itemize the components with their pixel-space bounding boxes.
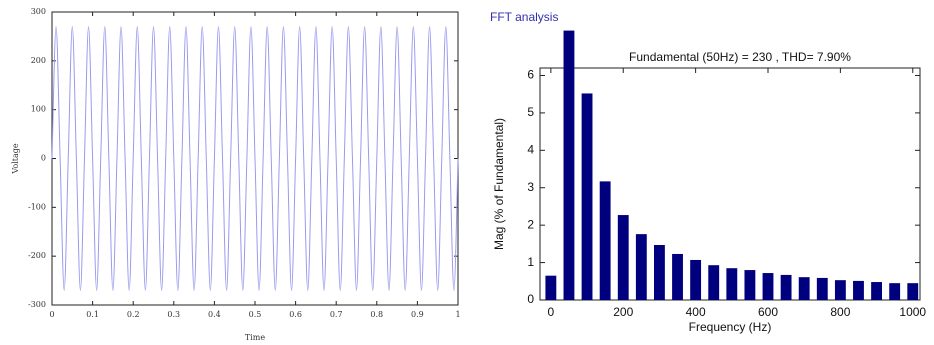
y-tick-label: 3 — [527, 180, 534, 194]
bar — [762, 273, 774, 300]
bar — [834, 280, 846, 300]
y-axis-label: Voltage — [11, 143, 20, 175]
bar — [871, 282, 882, 300]
bar — [672, 253, 683, 300]
y-tick-label: -300 — [28, 300, 46, 309]
y-tick-label: 100 — [31, 105, 46, 114]
x-tick-label: 400 — [686, 305, 706, 319]
y-tick-label: 200 — [31, 56, 46, 65]
chart: -300 -200 -100 0 100 200 300 0 0.1 0.2 0.3 0.4 0.5 0.… — [11, 7, 461, 342]
y-tick-label: 300 — [31, 7, 46, 16]
x-tick-label: 0.6 — [289, 310, 302, 319]
chart: 0 1 2 3 4 5 6 0 200 400 600 800 1000 Mag (% of Fundam… — [490, 10, 926, 334]
x-tick-label: 800 — [830, 305, 850, 319]
y-tick-label: 5 — [527, 105, 534, 119]
panel-title: FFT analysis — [490, 10, 558, 24]
bar — [654, 244, 665, 300]
x-tick-label: 0.5 — [249, 310, 262, 319]
x-tick-label: 1000 — [899, 305, 926, 319]
y-tick-label: 1 — [527, 255, 534, 269]
bar — [599, 181, 611, 300]
y-tick-label: -100 — [28, 202, 46, 211]
y-axis-label: Mag (% of Fundamental) — [492, 118, 506, 250]
x-tick-label: 1 — [455, 310, 460, 319]
x-tick-label: 0.7 — [330, 310, 343, 319]
bar — [581, 93, 593, 300]
x-axis-label: Time — [245, 333, 265, 342]
x-tick-label: 0 — [49, 310, 54, 319]
x-axis-label: Frequency (Hz) — [689, 320, 772, 334]
plot-area — [539, 67, 921, 301]
bar — [726, 268, 738, 300]
bar — [690, 259, 702, 300]
x-tick-label: 0.9 — [411, 310, 424, 319]
chart-title: Fundamental (50Hz) = 230 , THD= 7.90% — [629, 50, 851, 64]
bar — [635, 234, 647, 300]
line — [51, 26, 459, 291]
bar — [780, 274, 792, 300]
y-tick-label: 2 — [527, 217, 534, 231]
bar — [617, 215, 629, 300]
y-tick-label: -200 — [28, 251, 46, 260]
bar — [853, 280, 864, 300]
bar — [708, 265, 720, 300]
x-tick-label: 0.3 — [167, 310, 180, 319]
y-tick-label: 6 — [527, 68, 534, 82]
x-tick-label: 0.8 — [370, 310, 383, 319]
x-tick-label: 200 — [613, 305, 633, 319]
x-tick-label: 0.4 — [208, 310, 221, 319]
bar — [889, 283, 901, 300]
bar — [798, 277, 810, 300]
y-tick-label: 4 — [527, 142, 534, 156]
bar — [744, 270, 756, 300]
bar — [907, 283, 919, 300]
y-tick-label: 0 — [527, 292, 534, 306]
y-tick-label: 0 — [41, 154, 46, 163]
x-tick-label: 0.2 — [127, 310, 140, 319]
x-tick-label: 0 — [548, 305, 555, 319]
bar — [816, 277, 828, 300]
bar — [545, 275, 557, 300]
bar — [563, 30, 575, 300]
x-tick-label: 600 — [758, 305, 778, 319]
x-tick-label: 0.1 — [86, 310, 99, 319]
